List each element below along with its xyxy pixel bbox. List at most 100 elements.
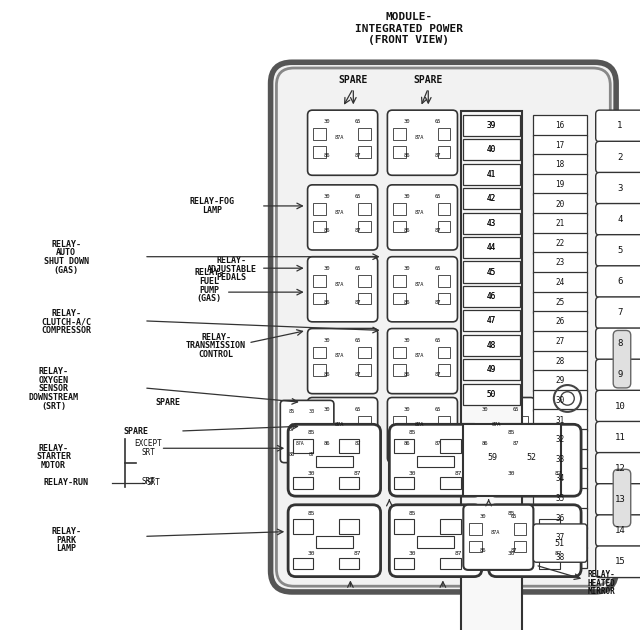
Bar (313, 203, 326, 215)
Text: 65: 65 (435, 119, 441, 124)
Bar (493, 478, 513, 489)
Text: 65: 65 (355, 266, 362, 271)
Bar (533, 547, 587, 568)
Bar (394, 478, 414, 489)
Text: MODULE-: MODULE- (385, 12, 433, 22)
Bar (540, 519, 560, 534)
Text: SRT: SRT (141, 478, 155, 486)
FancyBboxPatch shape (596, 173, 640, 204)
FancyBboxPatch shape (465, 398, 535, 462)
Text: 30: 30 (404, 338, 410, 343)
Bar (533, 449, 587, 470)
Text: 65: 65 (435, 194, 441, 199)
Text: 19: 19 (556, 180, 564, 189)
Text: RELAY-RUN: RELAY-RUN (44, 478, 89, 487)
Bar (516, 433, 529, 445)
Text: 18: 18 (556, 160, 564, 169)
Text: 41: 41 (487, 170, 496, 179)
Text: RELAY-FOG: RELAY-FOG (189, 197, 235, 205)
Bar (313, 220, 326, 232)
FancyBboxPatch shape (280, 401, 334, 462)
FancyBboxPatch shape (596, 484, 640, 515)
Text: SRT: SRT (141, 447, 155, 457)
Bar (463, 188, 520, 209)
Text: 85: 85 (307, 430, 315, 435)
Text: 23: 23 (556, 258, 564, 267)
Text: 40: 40 (487, 146, 496, 154)
Text: 87A: 87A (335, 353, 344, 358)
Bar (394, 438, 414, 453)
Text: 10: 10 (614, 401, 625, 411)
Bar (358, 275, 371, 287)
Bar (533, 429, 587, 450)
Text: 48: 48 (487, 341, 496, 350)
Bar (533, 154, 587, 175)
Text: EXCEPT: EXCEPT (134, 439, 162, 448)
Text: CLUTCH-A/C: CLUTCH-A/C (41, 318, 91, 326)
Text: SPARE: SPARE (156, 398, 181, 407)
Text: 20: 20 (556, 200, 564, 209)
Bar (358, 416, 371, 428)
Text: 46: 46 (487, 292, 496, 301)
Text: SPARE: SPARE (413, 74, 443, 84)
Text: (GAS): (GAS) (196, 294, 222, 303)
FancyBboxPatch shape (533, 524, 587, 562)
Text: 87: 87 (308, 452, 315, 457)
Bar (440, 478, 461, 489)
Bar (533, 508, 587, 529)
Bar (292, 519, 313, 534)
Bar (438, 203, 451, 215)
FancyBboxPatch shape (596, 452, 640, 484)
Text: 51: 51 (555, 539, 564, 547)
Bar (463, 213, 520, 234)
Text: 85: 85 (508, 430, 515, 435)
Text: PEDALS: PEDALS (217, 273, 246, 282)
Text: 65: 65 (355, 194, 362, 199)
FancyBboxPatch shape (387, 110, 458, 175)
Bar (358, 129, 371, 140)
Text: (FRONT VIEW): (FRONT VIEW) (368, 35, 449, 45)
Text: 50: 50 (487, 389, 496, 399)
Text: (SRT): (SRT) (41, 401, 66, 411)
FancyBboxPatch shape (276, 68, 611, 586)
Text: RELAY-: RELAY- (195, 268, 224, 277)
Text: 44: 44 (487, 243, 496, 252)
Bar (533, 272, 587, 293)
FancyBboxPatch shape (596, 546, 640, 578)
Bar (463, 261, 520, 283)
Text: 31: 31 (556, 416, 564, 425)
Bar (463, 237, 520, 258)
Bar (393, 129, 406, 140)
Text: 49: 49 (487, 365, 496, 374)
Text: SRT: SRT (147, 478, 161, 487)
Text: 26: 26 (556, 318, 564, 326)
Text: INTEGRATED POWER: INTEGRATED POWER (355, 24, 463, 34)
Bar (440, 519, 461, 534)
Bar (514, 541, 526, 553)
Text: PARK: PARK (56, 536, 76, 545)
Bar (358, 433, 371, 445)
FancyBboxPatch shape (596, 234, 640, 266)
Text: 87: 87 (355, 300, 362, 305)
Bar (493, 438, 513, 453)
Text: SPARE: SPARE (339, 74, 368, 84)
Bar (471, 433, 483, 445)
FancyBboxPatch shape (308, 185, 378, 250)
Text: 87: 87 (435, 372, 441, 377)
Text: 87: 87 (511, 548, 517, 553)
Text: 15: 15 (614, 558, 625, 566)
Text: 2: 2 (618, 152, 623, 161)
Text: 30: 30 (404, 194, 410, 199)
Bar (540, 438, 560, 453)
FancyBboxPatch shape (596, 110, 640, 142)
Bar (469, 523, 481, 535)
FancyBboxPatch shape (596, 141, 640, 173)
Text: RELAY-: RELAY- (38, 444, 68, 453)
Bar (393, 346, 406, 358)
Bar (516, 536, 554, 548)
Text: 87: 87 (435, 300, 441, 305)
Text: 87A: 87A (335, 210, 344, 215)
Text: 65: 65 (435, 338, 441, 343)
FancyBboxPatch shape (271, 62, 616, 592)
Text: 46: 46 (487, 292, 496, 301)
